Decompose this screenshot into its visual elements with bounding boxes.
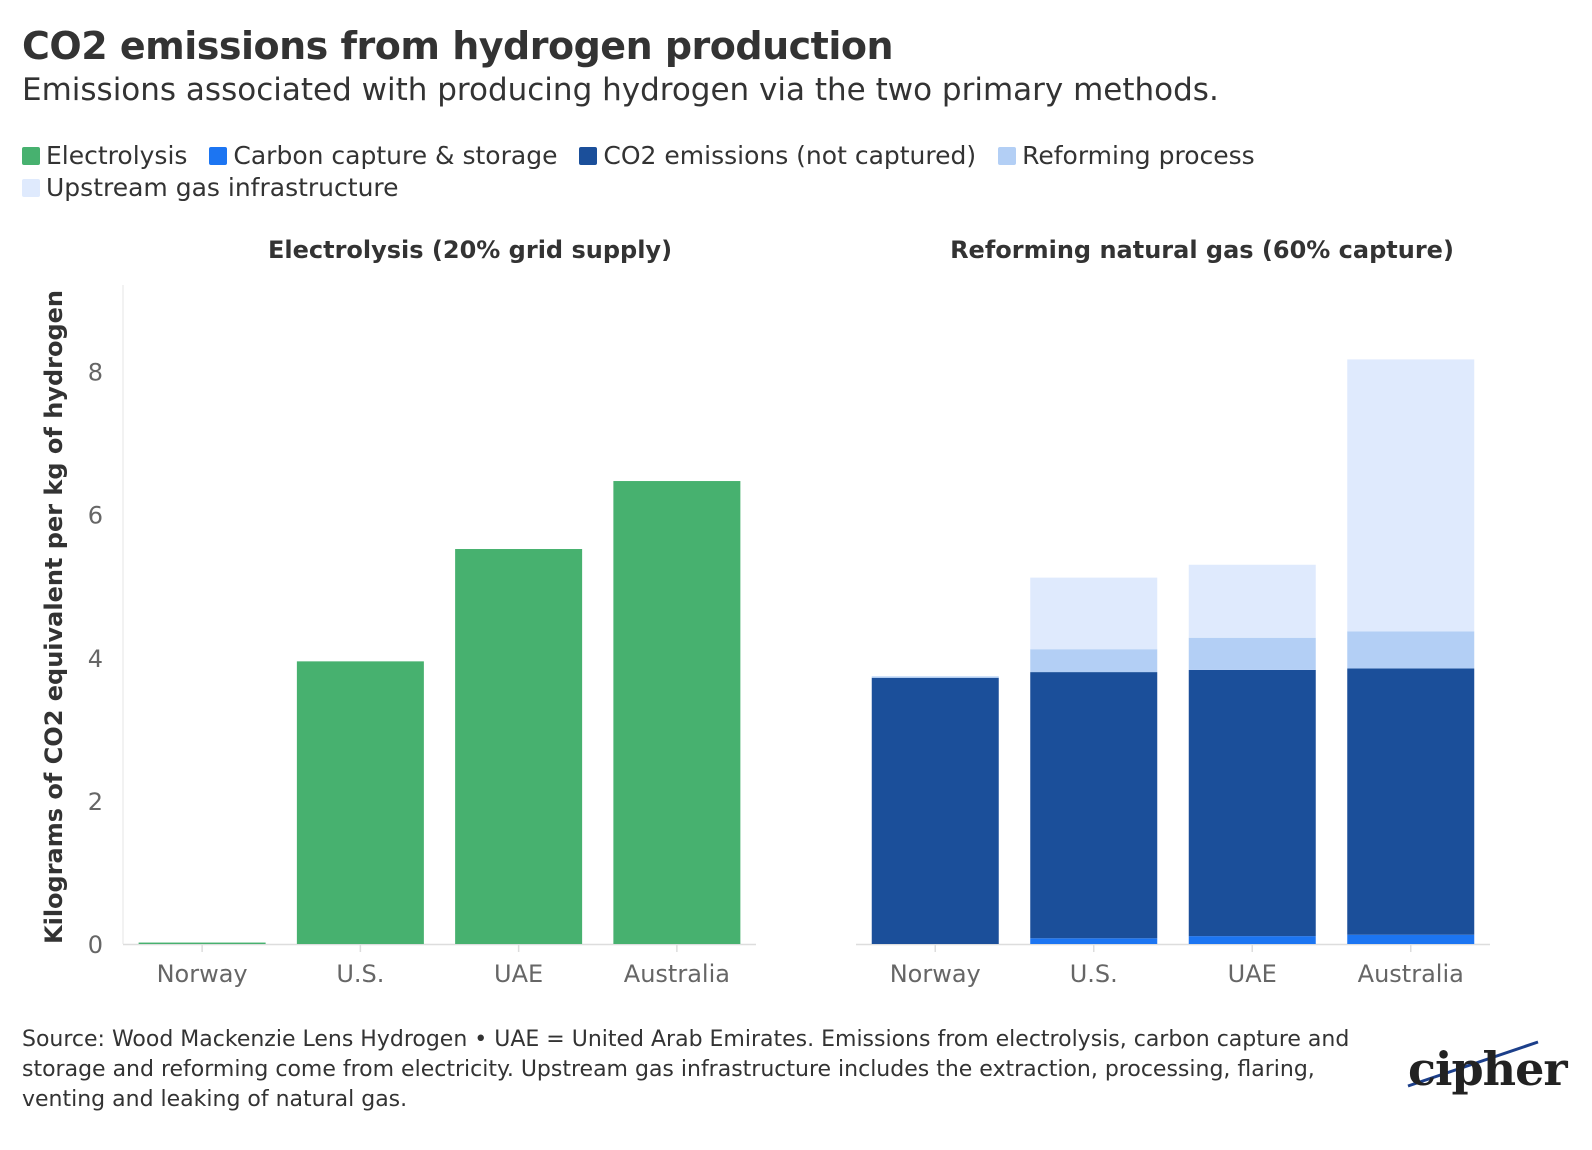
legend-swatch [998, 147, 1017, 165]
bar-upstream-gas-infrastructure [1347, 359, 1475, 632]
source-note: Source: Wood Mackenzie Lens Hydrogen • U… [22, 1027, 1350, 1112]
bar-electrolysis [296, 661, 424, 944]
bar-reforming-process [1030, 649, 1158, 673]
bar-co2-emissions-not-captured- [1030, 672, 1158, 939]
y-tick-label: 0 [88, 931, 103, 959]
legend-swatch [22, 179, 40, 197]
y-tick-label: 4 [88, 645, 103, 673]
logo-slash-icon [1407, 1040, 1539, 1088]
legend-label: Carbon capture & storage [233, 141, 558, 170]
x-tick-label: U.S. [336, 960, 384, 988]
bar-reforming-process [1347, 631, 1475, 669]
legend-label: Reforming process [1022, 141, 1255, 170]
legend-item-reforming-process[interactable]: Reforming process [998, 140, 1255, 172]
y-tick-label: 6 [88, 502, 103, 530]
legend-swatch [22, 147, 40, 165]
y-tick-label: 8 [88, 359, 103, 387]
chart-subtitle: Emissions associated with producing hydr… [22, 72, 1219, 108]
bar-electrolysis [613, 481, 741, 944]
x-tick-label: U.S. [1070, 960, 1118, 988]
y-axis-title: Kilograms of CO2 equivalent per kg of hy… [40, 290, 68, 944]
legend-swatch [209, 147, 228, 165]
bar-carbon-capture-storage [1188, 936, 1316, 944]
chart-area: Kilograms of CO2 equivalent per kg of hy… [40, 236, 1490, 988]
bar-co2-emissions-not-captured- [1188, 669, 1316, 937]
legend-item-co2-not-captured[interactable]: CO2 emissions (not captured) [579, 140, 976, 172]
cipher-logo: cipher [1408, 1042, 1568, 1096]
bar-reforming-process [871, 676, 999, 678]
panel-title: Reforming natural gas (60% capture) [950, 236, 1454, 264]
x-tick-label: UAE [1228, 960, 1277, 988]
bar-electrolysis [455, 549, 583, 944]
bar-co2-emissions-not-captured- [1347, 668, 1475, 935]
x-tick-label: Norway [890, 960, 981, 988]
bar-reforming-process [1188, 637, 1316, 670]
bar-co2-emissions-not-captured- [871, 677, 999, 944]
legend-label: CO2 emissions (not captured) [603, 141, 977, 170]
bar-upstream-gas-infrastructure [1188, 564, 1316, 638]
legend: Electrolysis Carbon capture & storage CO… [22, 140, 1362, 204]
legend-label: Electrolysis [46, 141, 188, 170]
bar-upstream-gas-infrastructure [1030, 577, 1158, 650]
bar-carbon-capture-storage [1030, 938, 1158, 944]
legend-label: Upstream gas infrastructure [46, 173, 399, 202]
bar-electrolysis [138, 942, 266, 944]
x-tick-label: Norway [157, 960, 248, 988]
legend-item-upstream-gas[interactable]: Upstream gas infrastructure [22, 172, 399, 204]
x-tick-label: Australia [1358, 960, 1464, 988]
legend-swatch [579, 147, 598, 165]
x-tick-label: Australia [624, 960, 730, 988]
y-tick-label: 2 [88, 788, 103, 816]
legend-item-carbon-capture[interactable]: Carbon capture & storage [209, 140, 557, 172]
x-tick-label: UAE [494, 960, 543, 988]
chart-title: CO2 emissions from hydrogen production [22, 24, 894, 68]
panel-title: Electrolysis (20% grid supply) [268, 236, 672, 264]
bar-carbon-capture-storage [1347, 934, 1475, 944]
legend-item-electrolysis[interactable]: Electrolysis [22, 140, 187, 172]
